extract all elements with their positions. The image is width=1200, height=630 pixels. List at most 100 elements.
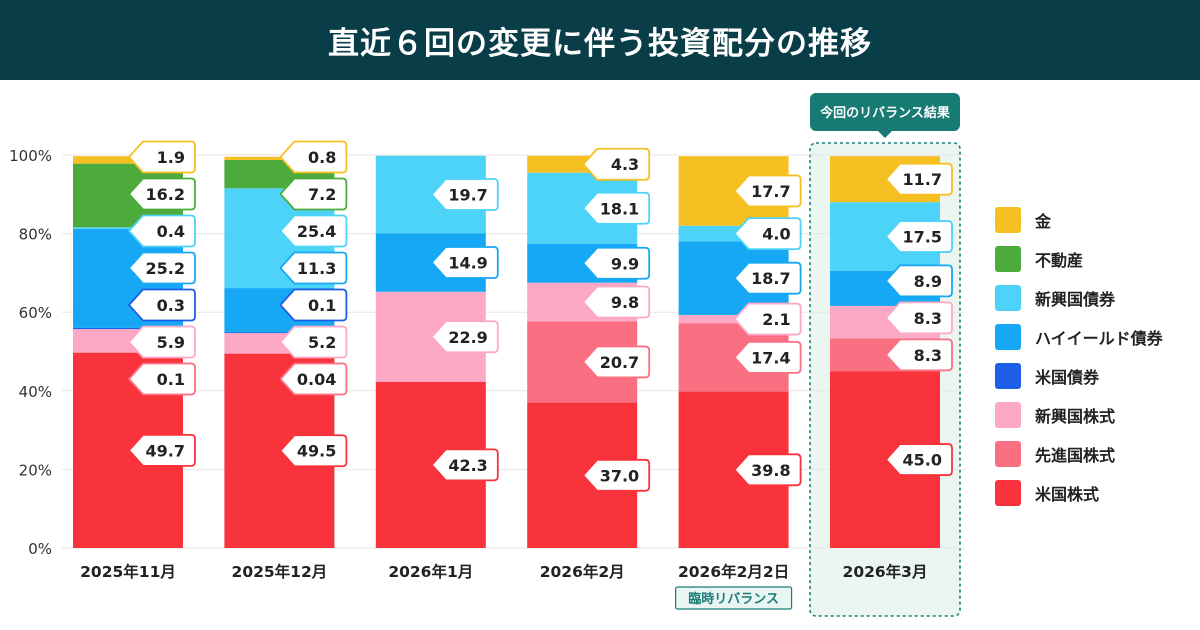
- data-label-box: [582, 345, 651, 379]
- data-label: 0.4: [157, 222, 185, 241]
- legend: 金 不動産 新興国債券 ハイイールド債券 米国債券 新興国株式 先進国株式 米国…: [995, 200, 1163, 512]
- legend-item-us-bonds: 米国債券: [995, 356, 1163, 395]
- legend-swatch: [995, 362, 1021, 389]
- data-label-box: [430, 246, 499, 279]
- bar-segment: [224, 353, 335, 354]
- data-label: 49.7: [146, 441, 185, 460]
- data-label-box: [582, 458, 651, 492]
- x-tick-label: 2026年1月: [388, 562, 473, 581]
- data-label-box: [582, 285, 651, 319]
- data-label-box: [128, 433, 196, 467]
- data-label: 18.1: [600, 199, 639, 218]
- highlight-label-pill: [810, 93, 960, 131]
- data-label: 20.7: [600, 353, 639, 372]
- data-label-box: [582, 246, 651, 280]
- data-label: 0.8: [308, 148, 336, 167]
- data-label-box: [733, 261, 802, 295]
- page-title-text: 直近６回の変更に伴う投資配分の推移: [328, 25, 872, 62]
- data-label-box: [733, 340, 802, 374]
- data-label-box: [279, 288, 348, 322]
- data-label-box: [885, 301, 953, 335]
- data-label: 22.9: [448, 328, 487, 347]
- data-label: 9.9: [611, 254, 639, 273]
- legend-swatch: [995, 284, 1021, 311]
- data-label-box: [128, 177, 196, 211]
- legend-swatch: [995, 206, 1021, 233]
- data-label-box: [885, 162, 953, 196]
- data-label: 18.7: [751, 269, 790, 288]
- data-label: 1.9: [157, 148, 185, 167]
- data-label-box: [128, 288, 196, 322]
- x-tick-label: 2025年12月: [232, 562, 328, 581]
- data-label: 7.2: [308, 185, 336, 204]
- bar-segment: [73, 352, 183, 353]
- data-label-box: [885, 443, 953, 476]
- data-label: 17.5: [903, 228, 942, 247]
- data-label-box: [279, 140, 348, 174]
- data-label: 11.3: [297, 259, 336, 278]
- legend-item-gold: 金: [995, 200, 1163, 239]
- data-label: 5.9: [157, 333, 185, 352]
- data-label: 37.0: [600, 466, 639, 485]
- legend-swatch: [995, 440, 1021, 467]
- bar-segment: [73, 156, 183, 164]
- legend-item-em-stocks: 新興国株式: [995, 395, 1163, 434]
- data-label: 8.3: [914, 346, 942, 365]
- y-tick-label: 20%: [19, 461, 52, 479]
- data-label: 16.2: [146, 185, 185, 204]
- y-tick-label: 60%: [19, 304, 52, 322]
- bar-segment: [224, 332, 335, 334]
- legend-swatch: [995, 245, 1021, 272]
- data-label-box: [279, 177, 348, 211]
- data-label: 0.1: [157, 370, 185, 389]
- data-label: 17.7: [751, 182, 790, 201]
- data-label: 2.1: [762, 310, 790, 329]
- bar-segment: [73, 327, 183, 330]
- data-label-box: [733, 174, 802, 208]
- legend-swatch: [995, 401, 1021, 428]
- data-label-box: [430, 448, 499, 482]
- x-tick-label: 2026年2月: [540, 562, 625, 581]
- data-label-box: [430, 320, 499, 354]
- data-label: 0.3: [157, 296, 185, 315]
- highlight-label-pointer: [878, 131, 892, 138]
- data-label-box: [885, 338, 953, 372]
- legend-item-high-yield-bonds: ハイイールド債券: [995, 317, 1163, 356]
- data-label: 19.7: [448, 185, 487, 204]
- y-tick-label: 80%: [19, 226, 52, 244]
- data-label: 4.3: [611, 155, 639, 174]
- legend-label: 金: [1035, 211, 1052, 231]
- data-label-box: [733, 217, 802, 250]
- data-label-box: [885, 220, 953, 253]
- highlight-label: 今回のリバランス結果: [819, 105, 950, 121]
- data-label: 4.0: [762, 225, 790, 244]
- y-tick-label: 100%: [9, 147, 52, 165]
- data-label-box: [279, 434, 348, 468]
- legend-swatch: [995, 323, 1021, 350]
- data-label: 25.2: [146, 259, 185, 278]
- data-label-box: [128, 214, 196, 248]
- data-label-box: [279, 251, 348, 285]
- legend-item-dev-stocks: 先進国株式: [995, 434, 1163, 473]
- legend-label: 米国株式: [1035, 484, 1100, 504]
- page-title: 直近６回の変更に伴う投資配分の推移: [0, 0, 1200, 80]
- legend-item-em-bonds: 新興国債券: [995, 278, 1163, 317]
- legend-label: ハイイールド債券: [1035, 328, 1163, 348]
- data-label: 8.3: [914, 309, 942, 328]
- y-tick-label: 0%: [28, 540, 52, 558]
- data-label: 11.7: [903, 170, 942, 189]
- data-label: 25.4: [297, 222, 336, 241]
- data-label: 5.2: [308, 333, 336, 352]
- data-label-box: [582, 191, 651, 225]
- data-label-box: [128, 325, 196, 359]
- legend-item-us-stocks: 米国株式: [995, 473, 1163, 512]
- data-label-box: [279, 325, 348, 359]
- data-label: 8.9: [914, 272, 942, 291]
- bar-segment: [224, 156, 335, 160]
- category-badge-text: 臨時リバランス: [688, 591, 779, 607]
- category-badge: [674, 586, 793, 610]
- data-label: 0.04: [297, 370, 336, 389]
- data-label: 49.5: [297, 442, 336, 461]
- data-label: 14.9: [448, 253, 487, 272]
